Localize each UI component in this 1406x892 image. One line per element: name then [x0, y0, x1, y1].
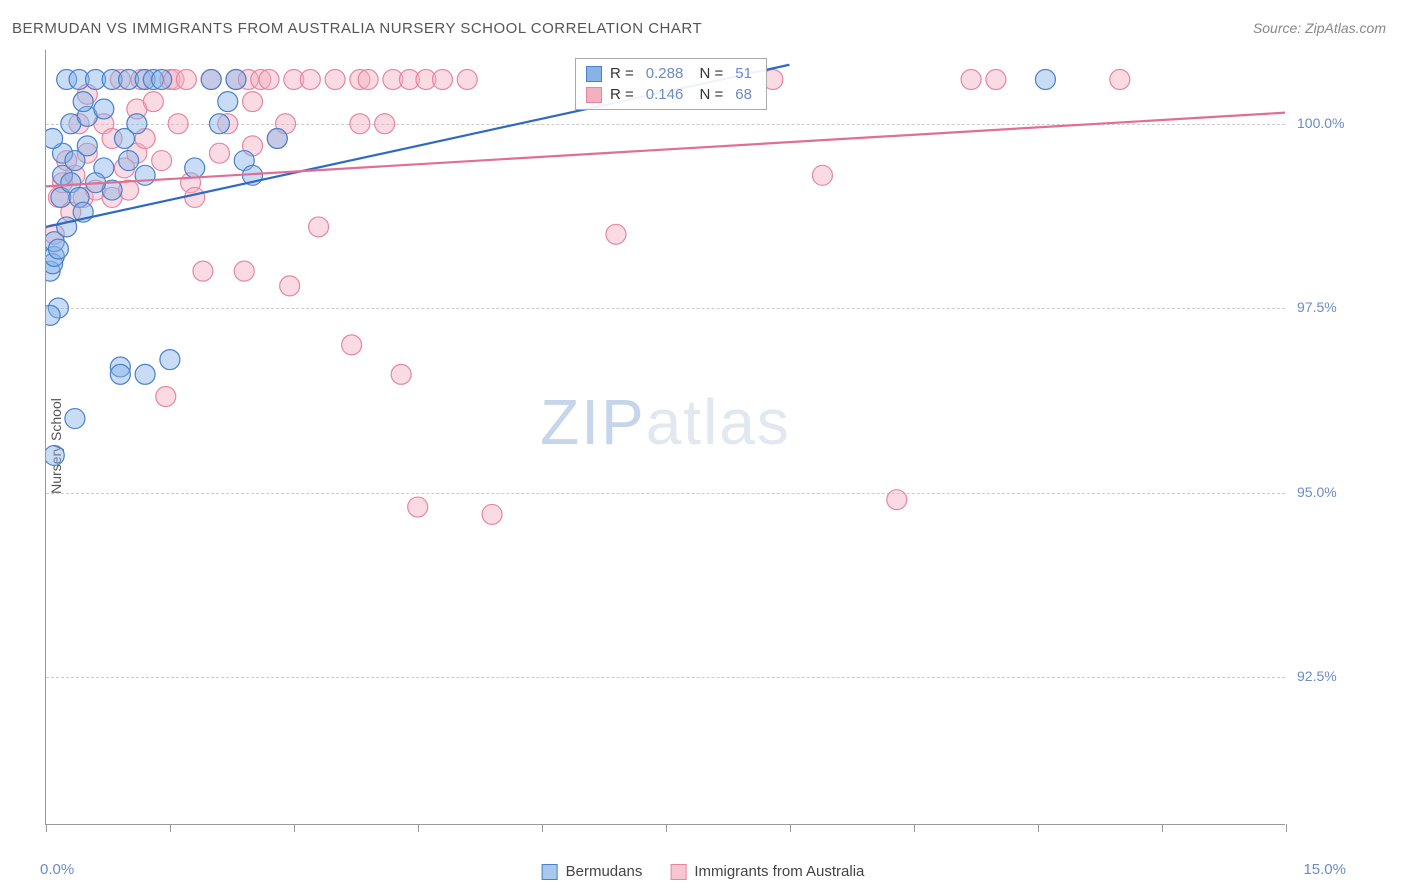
data-point-bermudans [135, 364, 155, 384]
data-point-bermudans [201, 69, 221, 89]
data-point-immigrants [234, 261, 254, 281]
data-point-immigrants [391, 364, 411, 384]
stats-r-label-1: R = [610, 65, 634, 82]
xtick [914, 824, 915, 832]
data-point-immigrants [986, 69, 1006, 89]
data-point-bermudans [65, 409, 85, 429]
x-axis-max-label: 15.0% [1303, 861, 1346, 878]
stats-row-immigrants: R = 0.146 N = 68 [586, 84, 756, 105]
ytick-label: 92.5% [1297, 668, 1337, 684]
data-point-immigrants [350, 114, 370, 134]
xtick [542, 824, 543, 832]
x-axis-min-label: 0.0% [40, 861, 74, 878]
data-point-bermudans [226, 69, 246, 89]
data-point-immigrants [243, 92, 263, 112]
data-point-immigrants [408, 497, 428, 517]
legend-label-bermudans: Bermudans [566, 863, 643, 880]
data-point-immigrants [887, 490, 907, 510]
data-point-bermudans [46, 128, 63, 148]
ytick-label: 95.0% [1297, 484, 1337, 500]
data-point-immigrants [168, 114, 188, 134]
xtick [1162, 824, 1163, 832]
ytick-label: 97.5% [1297, 299, 1337, 315]
xtick [1038, 824, 1039, 832]
stats-r-value-2: 0.146 [646, 86, 684, 103]
stats-n-label-2: N = [695, 86, 723, 103]
stats-r-label-2: R = [610, 86, 634, 103]
legend: Bermudans Immigrants from Australia [542, 863, 865, 880]
data-point-immigrants [185, 187, 205, 207]
source-attribution: Source: ZipAtlas.com [1253, 20, 1386, 36]
data-point-bermudans [160, 350, 180, 370]
ytick-label: 100.0% [1297, 115, 1344, 131]
legend-item-bermudans: Bermudans [542, 863, 643, 880]
stats-swatch-immigrants [586, 87, 602, 103]
xtick [46, 824, 47, 832]
data-point-immigrants [432, 69, 452, 89]
data-point-bermudans [267, 128, 287, 148]
data-point-immigrants [156, 386, 176, 406]
data-point-bermudans [185, 158, 205, 178]
xtick [790, 824, 791, 832]
legend-swatch-bermudans [542, 864, 558, 880]
legend-item-immigrants: Immigrants from Australia [670, 863, 864, 880]
data-point-immigrants [482, 504, 502, 524]
data-point-bermudans [218, 92, 238, 112]
chart-svg [46, 50, 1285, 824]
data-point-immigrants [342, 335, 362, 355]
data-point-immigrants [143, 92, 163, 112]
stats-row-bermudans: R = 0.288 N = 51 [586, 63, 756, 84]
data-point-immigrants [358, 69, 378, 89]
data-point-immigrants [812, 165, 832, 185]
data-point-bermudans [119, 151, 139, 171]
data-point-immigrants [193, 261, 213, 281]
stats-n-label-1: N = [695, 65, 723, 82]
data-point-immigrants [309, 217, 329, 237]
data-point-immigrants [457, 69, 477, 89]
correlation-stats-box: R = 0.288 N = 51 R = 0.146 N = 68 [575, 58, 767, 110]
data-point-immigrants [375, 114, 395, 134]
stats-n-value-2: 68 [735, 86, 752, 103]
data-point-bermudans [48, 239, 68, 259]
data-point-immigrants [209, 143, 229, 163]
data-point-bermudans [110, 364, 130, 384]
data-point-bermudans [209, 114, 229, 134]
xtick [418, 824, 419, 832]
xtick [666, 824, 667, 832]
xtick [294, 824, 295, 832]
data-point-bermudans [46, 445, 64, 465]
data-point-bermudans [135, 165, 155, 185]
chart-title: BERMUDAN VS IMMIGRANTS FROM AUSTRALIA NU… [12, 20, 702, 37]
data-point-bermudans [77, 136, 97, 156]
xtick [170, 824, 171, 832]
data-point-bermudans [1035, 69, 1055, 89]
data-point-immigrants [961, 69, 981, 89]
data-point-immigrants [606, 224, 626, 244]
data-point-immigrants [259, 69, 279, 89]
legend-label-immigrants: Immigrants from Australia [694, 863, 864, 880]
data-point-bermudans [127, 114, 147, 134]
data-point-immigrants [1110, 69, 1130, 89]
data-point-bermudans [46, 305, 60, 325]
data-point-immigrants [176, 69, 196, 89]
data-point-bermudans [73, 92, 93, 112]
legend-swatch-immigrants [670, 864, 686, 880]
data-point-immigrants [152, 151, 172, 171]
stats-n-value-1: 51 [735, 65, 752, 82]
data-point-immigrants [325, 69, 345, 89]
data-point-immigrants [300, 69, 320, 89]
xtick [1286, 824, 1287, 832]
data-point-immigrants [280, 276, 300, 296]
data-point-bermudans [152, 69, 172, 89]
data-point-bermudans [94, 99, 114, 119]
stats-r-value-1: 0.288 [646, 65, 684, 82]
plot-area: ZIPatlas [45, 50, 1285, 825]
stats-swatch-bermudans [586, 66, 602, 82]
